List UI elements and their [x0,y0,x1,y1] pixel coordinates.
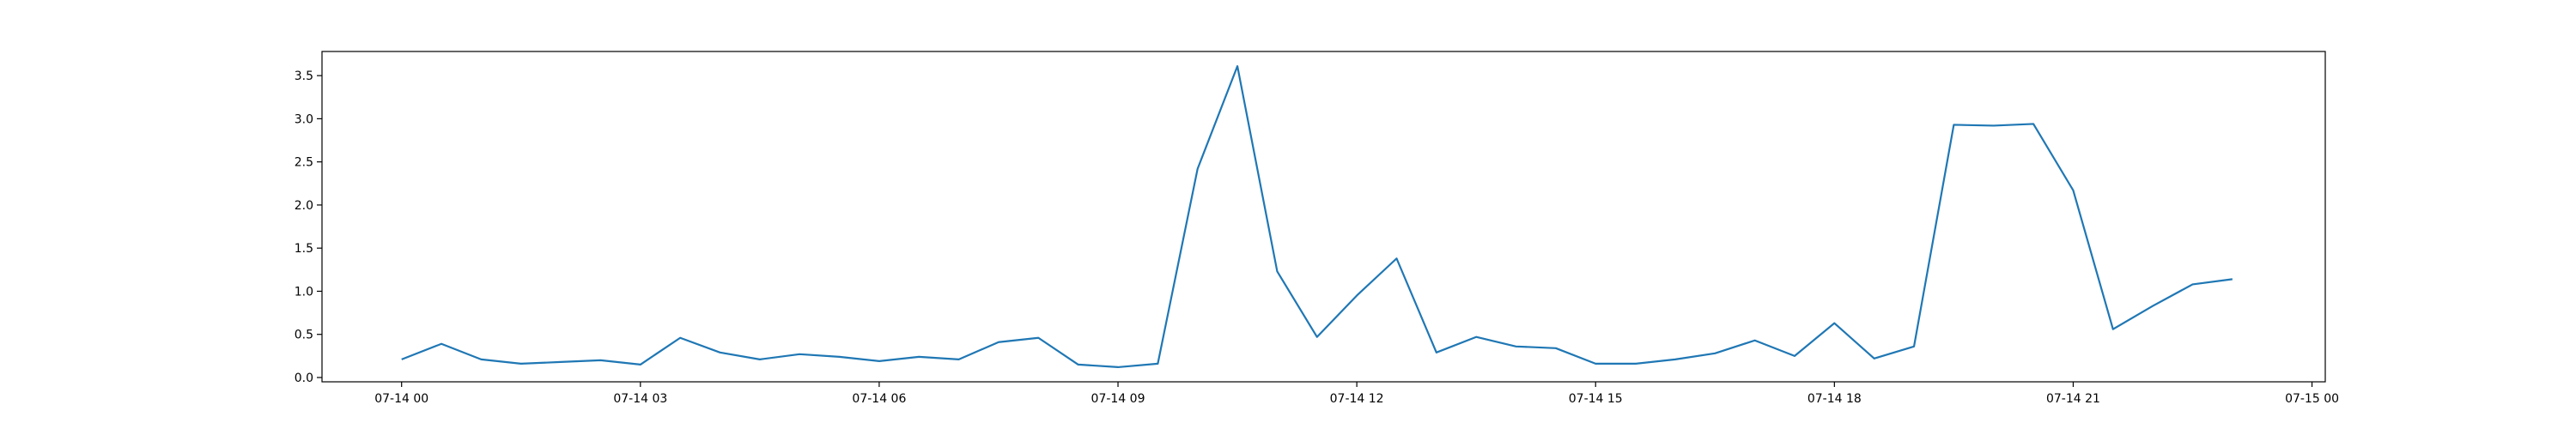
x-tick-label: 07-14 06 [852,392,906,406]
series-layer [401,64,2233,369]
y-tick-label: 0.5 [295,329,313,342]
x-tick-label: 07-14 15 [1569,392,1623,406]
x-tick-label: 07-14 09 [1091,392,1145,406]
y-tick-label: 0.0 [295,372,313,385]
x-tick-label: 07-14 00 [374,392,428,406]
y-tick-label: 1.5 [295,242,313,256]
x-tick-label: 07-14 18 [1807,392,1862,406]
y-tick-label: 3.0 [295,112,313,126]
plot-frame [321,51,2326,383]
x-axis: 07-14 00 07-14 03 07-14 06 07-14 09 07-14 12… [374,382,2339,406]
series-line-0 [401,64,2233,369]
x-tick-label: 07-14 03 [613,392,667,406]
x-tick-label: 07-14 12 [1330,392,1384,406]
y-tick-label: 2.0 [295,199,313,213]
y-axis: 0.0 0.5 1.0 1.5 2.0 2.5 3.0 3.5 [295,69,322,385]
y-tick-label: 3.5 [295,69,313,83]
x-tick-label: 07-15 00 [2285,392,2339,406]
y-tick-label: 2.5 [295,156,313,170]
x-tick-label: 07-14 21 [2046,392,2100,406]
y-tick-label: 1.0 [295,285,313,299]
